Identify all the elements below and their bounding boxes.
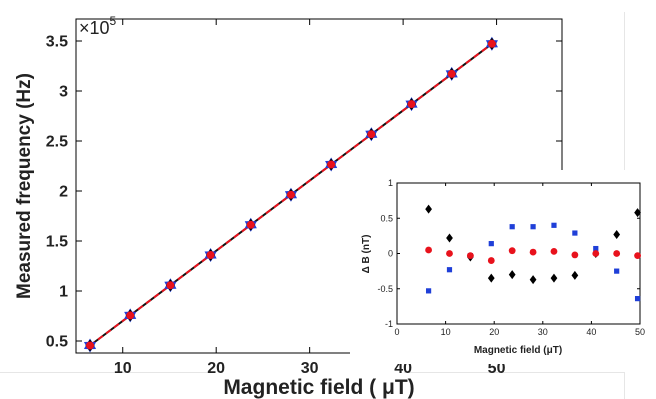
bottom-border (0, 372, 215, 373)
main-data-points (83, 36, 498, 353)
main-point-circle (327, 160, 336, 169)
inset-chart: 0 10 20 30 40 50 -1 -0.5 0 0.5 1 Magnetic field (… (350, 170, 656, 364)
main-x-tick-label: 20 (207, 360, 225, 377)
main-point-circle (86, 341, 95, 350)
main-y-axis-label: Measured frequency (Hz) (14, 73, 35, 299)
inset-x-axis-label: Magnetic field (μT) (474, 345, 562, 356)
main-x-tick-label: 40 (394, 360, 412, 377)
inset-point-square (614, 268, 620, 274)
main-point-circle (286, 190, 295, 199)
inset-point-diamond (634, 208, 641, 218)
inset-point-diamond (571, 270, 579, 280)
inset-point-circle (550, 247, 558, 255)
inset-x-tick-label: 10 (441, 327, 451, 337)
inset-point-circle (425, 246, 432, 254)
main-point-circle (447, 69, 456, 78)
inset-point-square (634, 296, 641, 302)
inset-x-tick-label: 0 (394, 327, 399, 337)
inset-x-tick-label: 20 (489, 327, 499, 337)
inset-y-tick-label: 1 (388, 178, 393, 188)
right-border-top (624, 12, 625, 172)
inset-point-diamond (425, 204, 432, 214)
inset-y-tick-label: -1 (385, 319, 393, 329)
inset-x-tick-label: 30 (538, 327, 548, 337)
inset-point-circle (613, 250, 621, 257)
inset-x-tick-label: 40 (586, 327, 596, 337)
inset-point-square (593, 245, 599, 252)
inset-point-diamond (550, 273, 558, 283)
main-y-tick-label: 1 (59, 284, 68, 301)
main-x-ticks: 10 20 30 40 50 (114, 19, 506, 377)
main-y-tick-label: 2.5 (46, 134, 68, 151)
inset-point-diamond (613, 229, 621, 239)
inset-point-square (488, 241, 494, 247)
main-y-tick-label: 3.5 (46, 34, 68, 51)
inset-point-circle (508, 247, 516, 255)
inset-point-circle (466, 252, 474, 260)
inset-point-square (530, 224, 536, 230)
main-point-circle (407, 100, 416, 109)
inset-y-tick-label: -0.5 (377, 284, 393, 294)
inset-y-tick-label: 0.5 (380, 213, 393, 223)
inset-y-axis-label: Δ B (nT) (361, 235, 372, 274)
inset-point-circle (634, 252, 641, 260)
inset-x-tick-label: 50 (635, 327, 645, 337)
inset-point-square (425, 288, 432, 294)
inset-point-circle (487, 257, 495, 264)
inset-point-square (572, 230, 578, 236)
inset-y-tick-label: 0 (388, 249, 393, 259)
inset-point-circle (571, 251, 579, 259)
main-point-circle (246, 220, 255, 229)
inset-point-diamond (508, 270, 516, 280)
main-point-circle (206, 251, 215, 259)
main-y-tick-label: 0.5 (46, 334, 68, 351)
main-y-tick-label: 2 (59, 184, 68, 201)
inset-point-circle (446, 250, 453, 257)
inset-point-circle (529, 248, 537, 256)
main-point-circle (166, 281, 175, 290)
inset-point-square (446, 267, 453, 273)
inset-data-points (425, 204, 641, 302)
main-y-ticks: 0.5 1 1.5 2 2.5 3 3.5 (46, 34, 562, 351)
main-point-circle (367, 130, 376, 139)
main-point-circle (126, 311, 135, 320)
inset-plot-frame (396, 182, 641, 325)
main-x-tick-label: 10 (114, 360, 132, 377)
main-y-multiplier: ×105 (79, 14, 117, 38)
main-x-tick-label: 30 (301, 360, 319, 377)
main-x-axis-label: Magnetic field ( μT) (223, 376, 414, 399)
inset-point-diamond (446, 233, 453, 243)
main-y-tick-label: 1.5 (46, 234, 68, 251)
right-border-bottom (624, 372, 625, 399)
inset-x-ticks: 0 10 20 30 40 50 (394, 183, 645, 337)
main-y-tick-label: 3 (59, 84, 68, 101)
inset-point-square (551, 222, 557, 228)
bottom-border-right (404, 372, 624, 373)
inset-point-diamond (529, 275, 537, 285)
main-point-circle (487, 39, 496, 48)
main-x-tick-label: 50 (488, 360, 506, 377)
inset-point-square (509, 224, 515, 230)
inset-point-circle (592, 250, 600, 257)
inset-point-diamond (487, 273, 495, 283)
